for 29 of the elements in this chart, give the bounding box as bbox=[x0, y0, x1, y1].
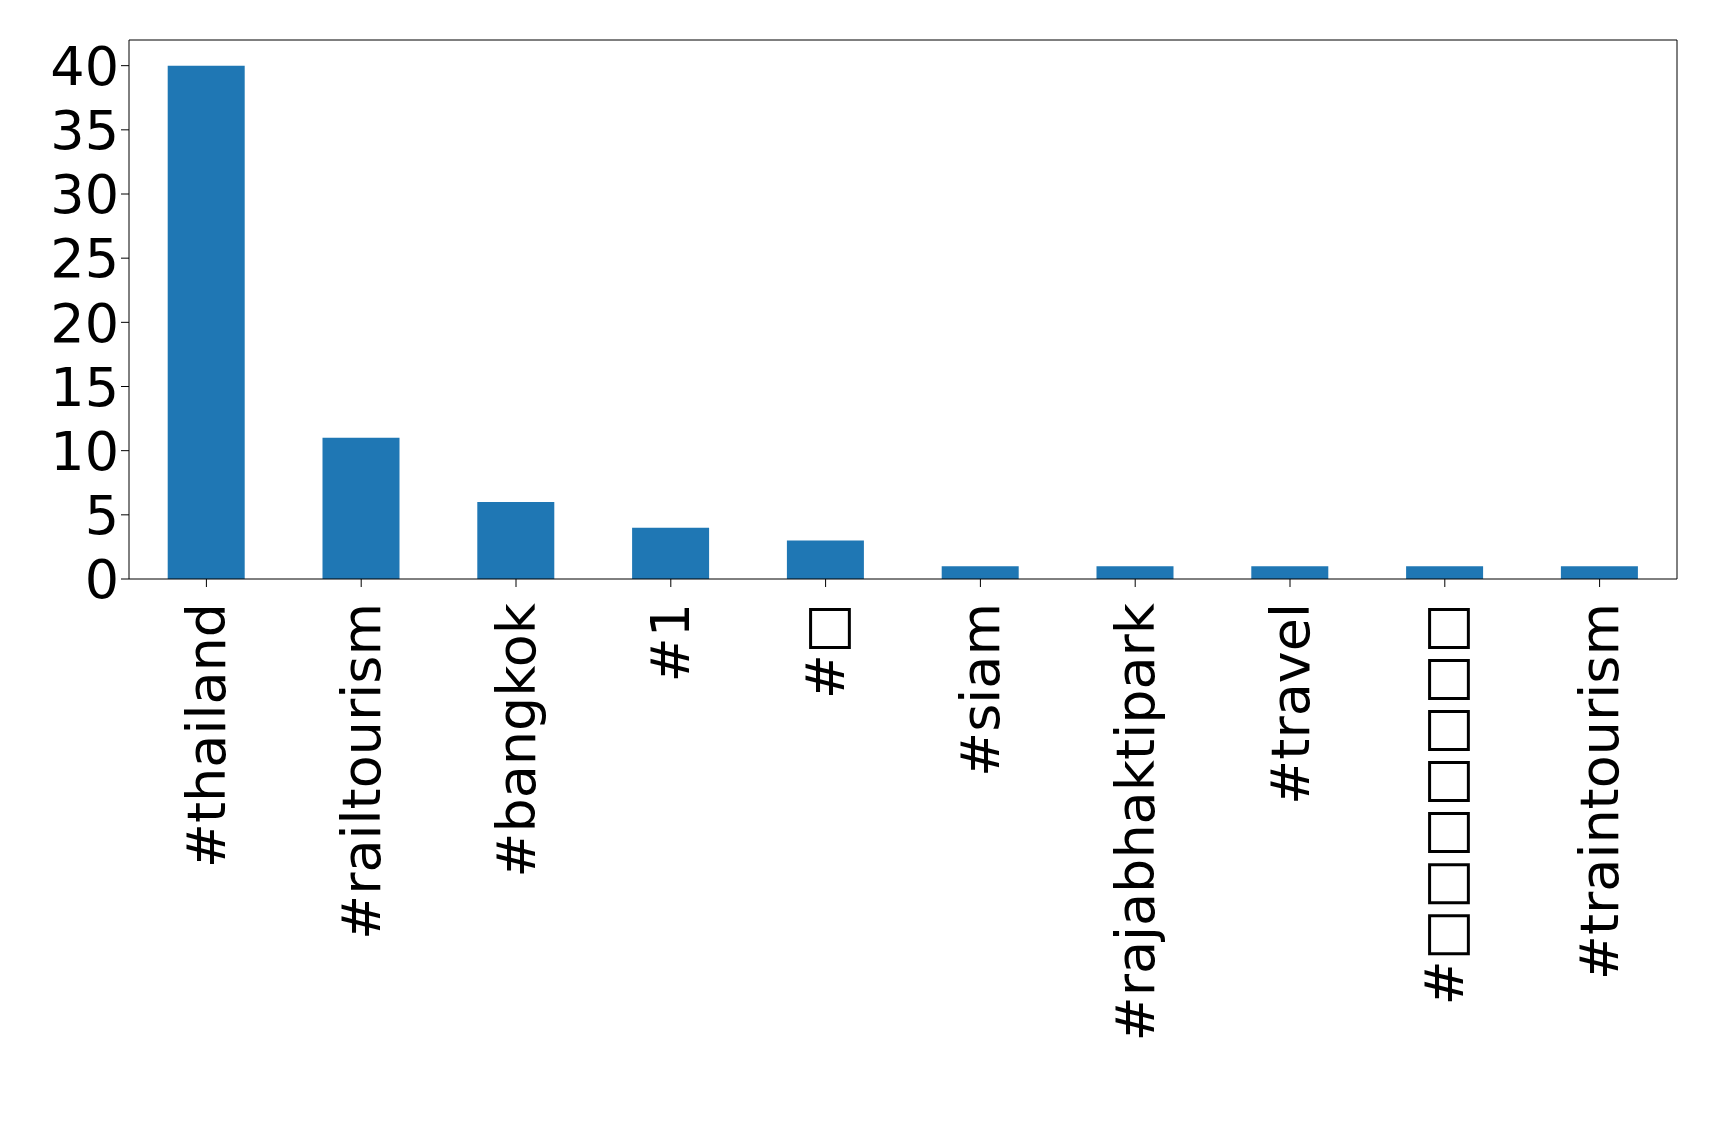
x-tick-label: #railtourism bbox=[329, 603, 393, 940]
x-tick-label: #traintourism bbox=[1568, 603, 1632, 981]
y-tick-label: 20 bbox=[50, 291, 119, 355]
x-tick-label: #□ bbox=[794, 603, 858, 700]
x-tick-label: #□□□□□□□ bbox=[1413, 603, 1477, 1006]
y-tick-label: 15 bbox=[50, 355, 119, 419]
x-tick-label: #thailand bbox=[174, 603, 238, 869]
y-tick-label: 5 bbox=[84, 484, 119, 547]
bar bbox=[1251, 566, 1329, 579]
x-tick-label: #bangkok bbox=[484, 602, 548, 878]
bar bbox=[167, 65, 245, 579]
bar bbox=[1560, 566, 1638, 579]
bar bbox=[322, 437, 400, 579]
bar bbox=[786, 540, 864, 579]
x-tick-label: #rajabhaktipark bbox=[1103, 602, 1167, 1042]
y-tick-label: 40 bbox=[50, 34, 119, 98]
y-tick-label: 25 bbox=[50, 227, 119, 291]
bar bbox=[941, 566, 1019, 579]
bar bbox=[477, 502, 555, 579]
y-tick-label: 10 bbox=[50, 419, 119, 483]
y-tick-label: 30 bbox=[50, 163, 119, 227]
bar bbox=[1406, 566, 1484, 579]
bar bbox=[1096, 566, 1174, 579]
y-tick-label: 35 bbox=[50, 99, 119, 162]
x-tick-label: #siam bbox=[948, 603, 1012, 778]
x-tick-label: #travel bbox=[1258, 603, 1322, 805]
bar bbox=[632, 527, 710, 579]
y-tick-label: 0 bbox=[84, 548, 119, 612]
x-tick-label: #1 bbox=[639, 603, 703, 683]
